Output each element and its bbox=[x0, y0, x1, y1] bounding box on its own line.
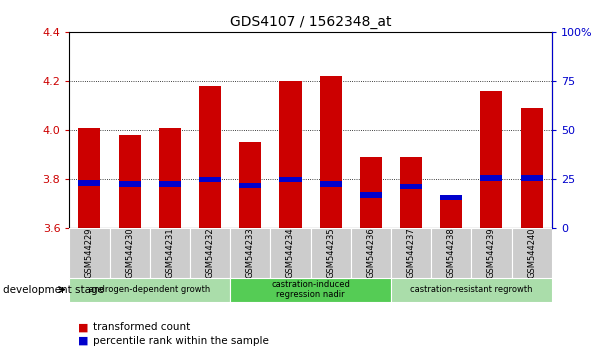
Bar bbox=[190, 228, 230, 278]
Bar bbox=[199, 177, 221, 182]
Bar bbox=[360, 157, 382, 228]
Bar bbox=[472, 228, 511, 278]
Title: GDS4107 / 1562348_at: GDS4107 / 1562348_at bbox=[230, 16, 391, 29]
Bar bbox=[391, 228, 431, 278]
Bar bbox=[481, 91, 502, 228]
Bar bbox=[230, 228, 270, 278]
Bar bbox=[69, 228, 110, 278]
Bar bbox=[391, 278, 552, 302]
Text: GSM544235: GSM544235 bbox=[326, 228, 335, 279]
Text: GSM544240: GSM544240 bbox=[527, 228, 536, 278]
Text: development stage: development stage bbox=[3, 285, 104, 295]
Bar bbox=[78, 128, 101, 228]
Bar bbox=[199, 86, 221, 228]
Bar bbox=[520, 108, 543, 228]
Bar bbox=[279, 177, 302, 182]
Text: androgen-dependent growth: androgen-dependent growth bbox=[89, 285, 210, 294]
Bar bbox=[239, 142, 261, 228]
Bar bbox=[110, 228, 150, 278]
Bar bbox=[360, 193, 382, 198]
Bar bbox=[431, 228, 472, 278]
Text: ■: ■ bbox=[78, 336, 89, 346]
Bar bbox=[481, 175, 502, 181]
Text: GSM544231: GSM544231 bbox=[165, 228, 174, 279]
Bar bbox=[520, 175, 543, 181]
Bar bbox=[78, 180, 101, 185]
Bar bbox=[511, 228, 552, 278]
Bar bbox=[320, 181, 342, 187]
Text: ■: ■ bbox=[78, 322, 89, 332]
Text: castration-induced
regression nadir: castration-induced regression nadir bbox=[271, 280, 350, 299]
Bar bbox=[69, 278, 230, 302]
Bar bbox=[119, 135, 140, 228]
Bar bbox=[440, 195, 463, 200]
Bar bbox=[400, 157, 422, 228]
Text: GSM544236: GSM544236 bbox=[367, 228, 375, 279]
Bar bbox=[311, 228, 351, 278]
Bar bbox=[239, 183, 261, 188]
Bar bbox=[351, 228, 391, 278]
Text: GSM544237: GSM544237 bbox=[406, 228, 415, 279]
Text: GSM544234: GSM544234 bbox=[286, 228, 295, 279]
Bar bbox=[440, 199, 463, 228]
Bar bbox=[279, 81, 302, 228]
Text: GSM544239: GSM544239 bbox=[487, 228, 496, 279]
Text: castration-resistant regrowth: castration-resistant regrowth bbox=[410, 285, 532, 294]
Bar bbox=[159, 128, 181, 228]
Text: GSM544233: GSM544233 bbox=[246, 228, 254, 279]
Text: GSM544232: GSM544232 bbox=[206, 228, 215, 279]
Text: percentile rank within the sample: percentile rank within the sample bbox=[93, 336, 270, 346]
Bar bbox=[119, 181, 140, 187]
Text: GSM544230: GSM544230 bbox=[125, 228, 134, 279]
Bar bbox=[320, 76, 342, 228]
Text: transformed count: transformed count bbox=[93, 322, 191, 332]
Bar bbox=[159, 181, 181, 187]
Text: GSM544238: GSM544238 bbox=[447, 228, 456, 279]
Bar bbox=[270, 228, 311, 278]
Bar bbox=[150, 228, 190, 278]
Bar bbox=[230, 278, 391, 302]
Bar bbox=[400, 184, 422, 189]
Text: GSM544229: GSM544229 bbox=[85, 228, 94, 278]
